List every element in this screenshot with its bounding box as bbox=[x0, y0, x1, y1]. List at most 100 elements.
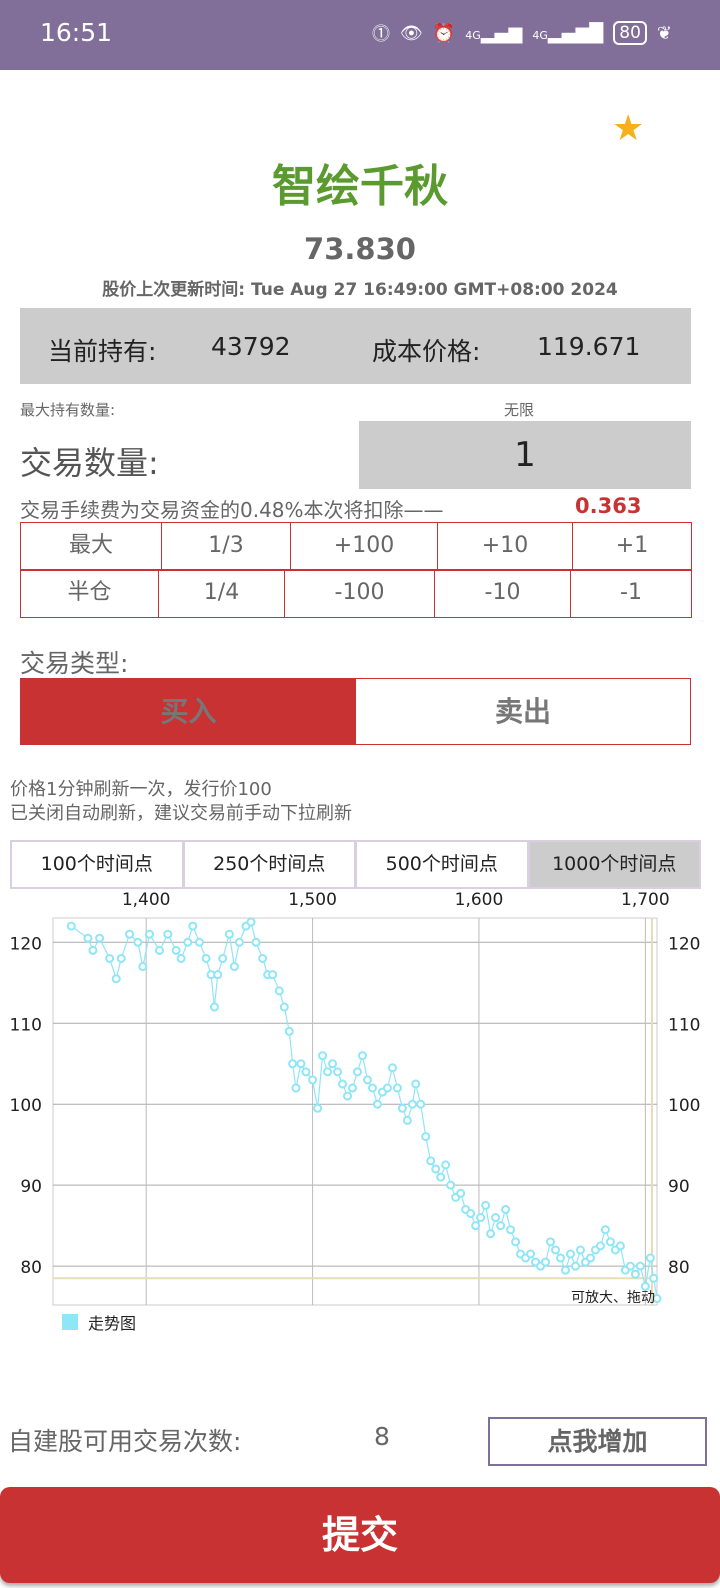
data-point bbox=[343, 1091, 353, 1101]
y-tick-label-left: 110 bbox=[10, 1015, 42, 1035]
status-bar: 16:51 ⓵ 👁 ⏰ 4G▂▄▆ 4G▂▄▆█ 80 ❦ bbox=[0, 0, 720, 70]
leaf-icon: ❦ bbox=[656, 22, 672, 44]
y-tick-label-right: 80 bbox=[668, 1258, 690, 1278]
data-point bbox=[466, 1209, 476, 1219]
data-point bbox=[600, 1225, 610, 1235]
data-point bbox=[421, 1132, 431, 1142]
data-point bbox=[258, 953, 268, 963]
chart-grid bbox=[52, 917, 658, 1306]
data-point bbox=[183, 937, 193, 947]
data-point bbox=[154, 945, 164, 955]
y-tick-label-right: 90 bbox=[668, 1177, 690, 1197]
data-point bbox=[372, 1099, 382, 1109]
signal-icon: 4G▂▄▆ bbox=[465, 22, 523, 44]
data-point bbox=[441, 1160, 451, 1170]
minus-100-button[interactable]: -100 bbox=[284, 569, 435, 618]
plot-border bbox=[52, 917, 658, 1306]
chart-hint: 可放大、拖动 bbox=[571, 1290, 655, 1306]
data-point bbox=[476, 1213, 486, 1223]
trade-count-value: 8 bbox=[374, 1422, 390, 1451]
cost-label: 成本价格: bbox=[372, 337, 481, 366]
data-point bbox=[352, 1067, 362, 1077]
tab-1000[interactable]: 1000个时间点 bbox=[529, 842, 699, 887]
data-point bbox=[585, 1253, 595, 1263]
add-trades-button[interactable]: 点我增加 bbox=[488, 1417, 707, 1466]
price-chart[interactable]: 80 80 90 90 100 100 110 110 120 120 1,400 1,500 1,60… bbox=[0, 880, 720, 1310]
data-point bbox=[88, 945, 98, 955]
data-point bbox=[491, 1213, 501, 1223]
quick-row-1: 最大 1/3 +100 +10 +1 bbox=[20, 522, 692, 571]
data-point bbox=[426, 1156, 436, 1166]
data-point bbox=[288, 1059, 298, 1069]
data-point bbox=[301, 1067, 311, 1077]
x-tick-label: 1,400 bbox=[122, 890, 171, 910]
minus-10-button[interactable]: -10 bbox=[434, 569, 571, 618]
data-point bbox=[555, 1253, 565, 1263]
y-tick-label-right: 110 bbox=[668, 1015, 700, 1035]
holdings-panel: 当前持有: 43792 成本价格: 119.671 bbox=[20, 308, 691, 384]
one-third-button[interactable]: 1/3 bbox=[161, 522, 291, 571]
plus-1-button[interactable]: +1 bbox=[572, 522, 692, 571]
data-point bbox=[251, 937, 261, 947]
data-point bbox=[501, 1204, 511, 1214]
data-point bbox=[551, 1245, 561, 1255]
data-point bbox=[411, 1079, 421, 1089]
plus-10-button[interactable]: +10 bbox=[437, 522, 573, 571]
submit-button[interactable]: 提交 bbox=[0, 1487, 720, 1583]
data-point bbox=[308, 1075, 318, 1085]
data-point bbox=[645, 1253, 655, 1263]
data-point bbox=[649, 1273, 659, 1283]
max-hold-label: 最大持有数量: bbox=[20, 401, 116, 419]
half-button[interactable]: 半仓 bbox=[20, 569, 159, 618]
data-point bbox=[575, 1245, 585, 1255]
data-point bbox=[201, 953, 211, 963]
data-point bbox=[407, 1099, 417, 1109]
data-point bbox=[125, 929, 135, 939]
data-point bbox=[83, 933, 93, 943]
favorite-star-icon[interactable]: ★ bbox=[612, 108, 645, 149]
quick-row-2: 半仓 1/4 -100 -10 -1 bbox=[20, 569, 692, 618]
data-point bbox=[570, 1261, 580, 1271]
data-point bbox=[313, 1103, 323, 1113]
legend-swatch bbox=[62, 1314, 78, 1330]
held-value: 43792 bbox=[211, 332, 291, 361]
fee-text: 交易手续费为交易资金的0.48%本次将扣除—— bbox=[20, 498, 444, 522]
data-point bbox=[338, 1079, 348, 1089]
minus-1-button[interactable]: -1 bbox=[570, 569, 692, 618]
data-point bbox=[382, 1083, 392, 1093]
tab-250[interactable]: 250个时间点 bbox=[184, 842, 354, 887]
sell-button[interactable]: 卖出 bbox=[494, 695, 551, 728]
data-point bbox=[625, 1261, 635, 1271]
chart-legend: 走势图 bbox=[62, 1310, 136, 1334]
data-point bbox=[318, 1051, 328, 1061]
data-point bbox=[234, 937, 244, 947]
y-tick-label-left: 90 bbox=[20, 1177, 42, 1197]
update-time-label: 股价上次更新时间: bbox=[102, 280, 246, 300]
tab-500[interactable]: 500个时间点 bbox=[357, 842, 527, 887]
data-point bbox=[268, 970, 278, 980]
buy-button[interactable]: 买入 bbox=[21, 679, 356, 744]
data-saver-icon: ⓵ bbox=[372, 24, 391, 45]
eye-icon: 👁 bbox=[400, 22, 423, 44]
plus-100-button[interactable]: +100 bbox=[290, 522, 438, 571]
price-series-points bbox=[66, 917, 662, 1304]
refresh-notes: 价格1分钟刷新一次，发行价100 已关闭自动刷新，建议交易前手动下拉刷新 bbox=[10, 778, 352, 826]
data-point bbox=[402, 1115, 412, 1125]
fee-value: 0.363 bbox=[575, 494, 642, 518]
data-point bbox=[171, 945, 181, 955]
max-button[interactable]: 最大 bbox=[20, 522, 162, 571]
data-point bbox=[416, 1099, 426, 1109]
data-point bbox=[506, 1225, 516, 1235]
battery-indicator: 80 bbox=[613, 21, 647, 45]
data-point bbox=[105, 953, 115, 963]
reference-lines bbox=[53, 918, 657, 1305]
data-point bbox=[291, 1083, 301, 1093]
data-point bbox=[279, 1002, 289, 1012]
tab-100[interactable]: 100个时间点 bbox=[12, 842, 182, 887]
data-point bbox=[392, 1083, 402, 1093]
one-quarter-button[interactable]: 1/4 bbox=[158, 569, 285, 618]
quantity-input[interactable]: 1 bbox=[359, 421, 691, 489]
data-point bbox=[95, 933, 105, 943]
data-point bbox=[328, 1059, 338, 1069]
data-point bbox=[640, 1281, 650, 1291]
